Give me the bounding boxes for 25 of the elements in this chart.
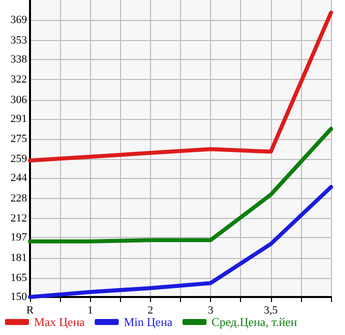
y-tick-label: 322 [10,74,27,86]
y-tick-label: 212 [10,212,27,225]
legend-label: Max Цена [34,315,86,329]
y-tick-label: 259 [10,153,28,166]
x-tick-label: 3 [208,304,214,316]
x-tick-label: 3,5 [264,304,278,316]
x-tick-label: R [26,304,34,316]
y-tick-label: 369 [10,14,28,26]
y-tick-label: 244 [10,172,28,184]
y-tick-label: 181 [10,252,27,264]
x-tick-label: 2 [148,304,154,316]
y-tick-label: 228 [10,192,28,204]
y-tick-label: 306 [10,94,28,106]
line-series [28,10,333,163]
x-tick-label: 1 [87,304,93,316]
legend-label: Min Цена [124,315,174,329]
legend-label: Сред.Цена, т.йен [211,315,298,329]
y-tick-label: 165 [10,272,28,284]
y-tick-label: 197 [10,232,28,244]
y-tick-label: 291 [10,112,27,125]
y-tick-label: 338 [10,53,28,66]
y-tick-label: 275 [10,133,28,146]
y-tick-label: 150 [10,291,28,303]
y-tick-label: 353 [10,34,28,46]
line-series [28,126,333,244]
